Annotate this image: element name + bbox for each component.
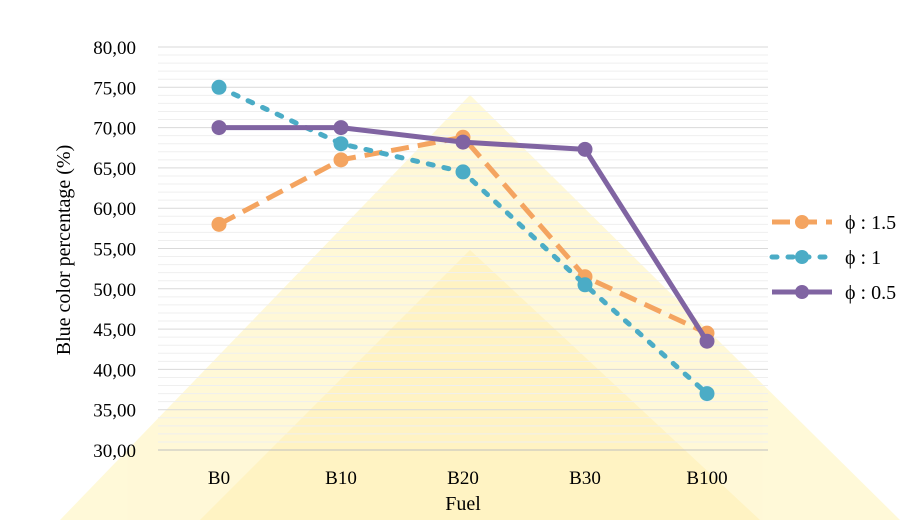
- watermark-inner: [200, 250, 760, 520]
- y-axis-title: Blue color percentage (%): [53, 145, 75, 355]
- series-group: [211, 79, 715, 402]
- series-line: [217, 134, 709, 336]
- x-axis-ticks: B0 B10 B20 B30 B100: [208, 468, 728, 489]
- data-point: [211, 79, 227, 95]
- y-tick-label: 55,00: [93, 240, 136, 261]
- data-point: [699, 386, 715, 402]
- data-point: [577, 141, 593, 157]
- data-point: [333, 120, 349, 136]
- data-point: [455, 164, 471, 180]
- y-tick-label: 65,00: [93, 159, 136, 180]
- legend-marker: [795, 285, 809, 299]
- x-tick-label: B10: [325, 468, 357, 489]
- y-tick-label: 70,00: [93, 119, 136, 140]
- watermark: [60, 95, 900, 520]
- data-point: [211, 216, 227, 232]
- data-point: [211, 120, 227, 136]
- x-axis-title: Fuel: [445, 493, 481, 515]
- y-tick-label: 80,00: [93, 38, 136, 59]
- x-tick-label: B30: [569, 468, 601, 489]
- legend-marker: [795, 215, 809, 229]
- watermark-arc: [60, 95, 900, 520]
- data-point: [455, 134, 471, 150]
- y-tick-label: 45,00: [93, 320, 136, 341]
- y-tick-label: 35,00: [93, 401, 136, 422]
- legend-label: ϕ : 1: [845, 247, 881, 269]
- grid-lines: [158, 46, 768, 451]
- data-point: [333, 136, 349, 152]
- y-tick-label: 40,00: [93, 360, 136, 381]
- x-tick-label: B20: [447, 468, 479, 489]
- legend-marker: [795, 250, 809, 264]
- x-tick-label: B100: [686, 468, 727, 489]
- y-tick-label: 60,00: [93, 199, 136, 220]
- data-point: [577, 277, 593, 293]
- legend: ϕ : 1.5 ϕ : 1 ϕ : 0.5: [769, 212, 896, 304]
- data-point: [333, 152, 349, 168]
- x-tick-label: B0: [208, 468, 230, 489]
- legend-label: ϕ : 0.5: [845, 282, 896, 304]
- legend-label: ϕ : 1.5: [845, 212, 896, 234]
- data-point: [699, 333, 715, 349]
- y-tick-label: 75,00: [93, 78, 136, 99]
- y-tick-label: 50,00: [93, 280, 136, 301]
- y-axis-ticks: 30,00 35,00 40,00 45,00 50,00 55,00 60,00 65,00…: [93, 38, 136, 462]
- y-tick-label: 30,00: [93, 441, 136, 462]
